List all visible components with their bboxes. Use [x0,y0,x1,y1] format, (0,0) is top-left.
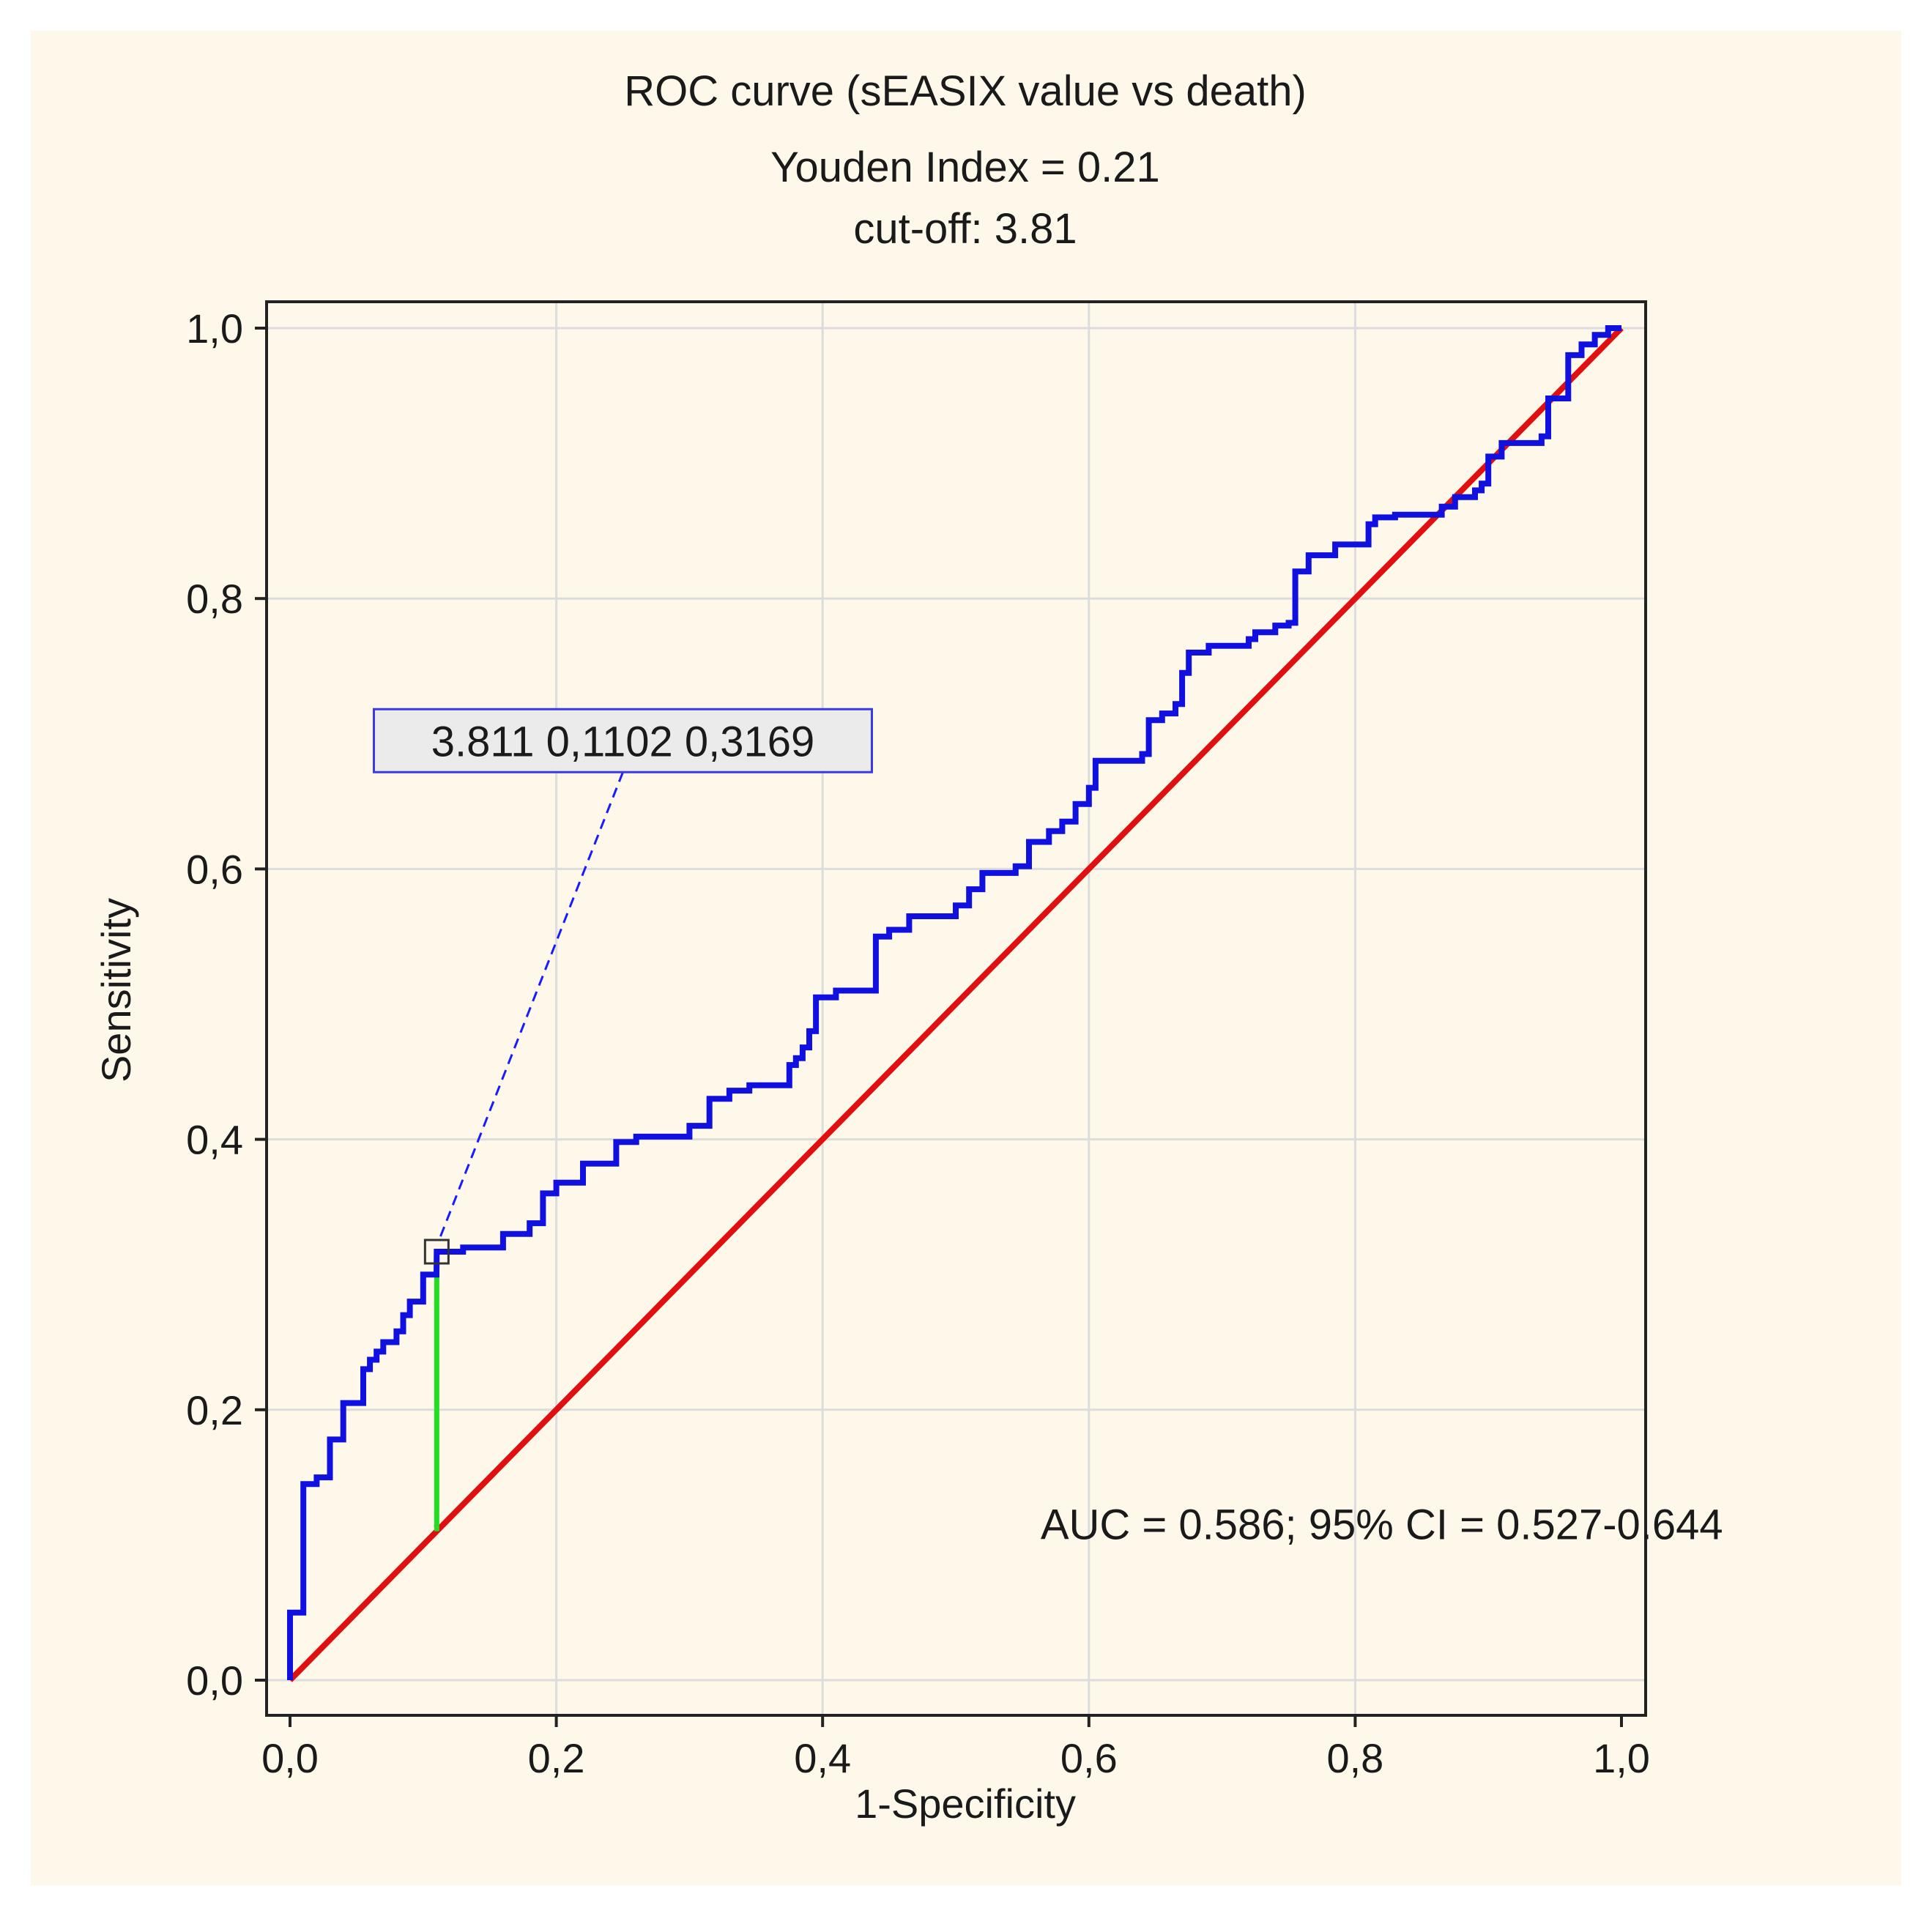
chart-subtitle-cutoff: cut-off: 3.81 [853,205,1077,253]
chart-panel: ROC curve (sEASIX value vs death) Youden… [31,31,1901,1885]
y-tick-label: 0,2 [186,1387,243,1433]
x-axis-label: 1-Specificity [855,1781,1076,1827]
x-tick-label: 0,2 [528,1735,585,1781]
chart-subtitle-youden: Youden Index = 0.21 [770,144,1160,191]
cutoff-label-box [373,708,873,773]
grid-lines [267,302,1646,1715]
y-axis-label: Sensitivity [93,898,139,1083]
y-tick-label: 0,4 [186,1117,243,1163]
roc-curve-line [287,325,1621,1680]
auc-annotation: AUC = 0.586; 95% CI = 0.527-0.644 [1041,1501,1723,1549]
cutoff-label: 3.811 0,1102 0,3169 [431,718,815,765]
x-tick-label: 0,4 [794,1735,851,1781]
y-tick-label: 1,0 [186,305,243,352]
roc-chart: ROC curve (sEASIX value vs death) Youden… [93,67,1723,1827]
y-tick-label: 0,8 [186,576,243,622]
cutoff-leader-line [438,771,624,1239]
series-layer [287,325,1624,1682]
chart-title: ROC curve (sEASIX value vs death) [624,67,1307,115]
plot-frame [265,300,1647,1717]
axis-ticks: 0,0 0,2 0,4 0,6 0,8 1,0 0,0 0,2 0,4 0,6 0,8 1,0 [186,305,1650,1781]
x-tick-label: 0,6 [1060,1735,1118,1781]
y-tick-label: 0,6 [186,846,243,892]
y-tick-label: 0,0 [186,1657,243,1704]
x-tick-label: 0,8 [1326,1735,1383,1781]
cutoff-point-marker [423,1239,450,1265]
reference-diagonal-line [288,326,1624,1682]
x-tick-label: 1,0 [1593,1735,1650,1781]
x-tick-label: 0,0 [261,1735,319,1781]
